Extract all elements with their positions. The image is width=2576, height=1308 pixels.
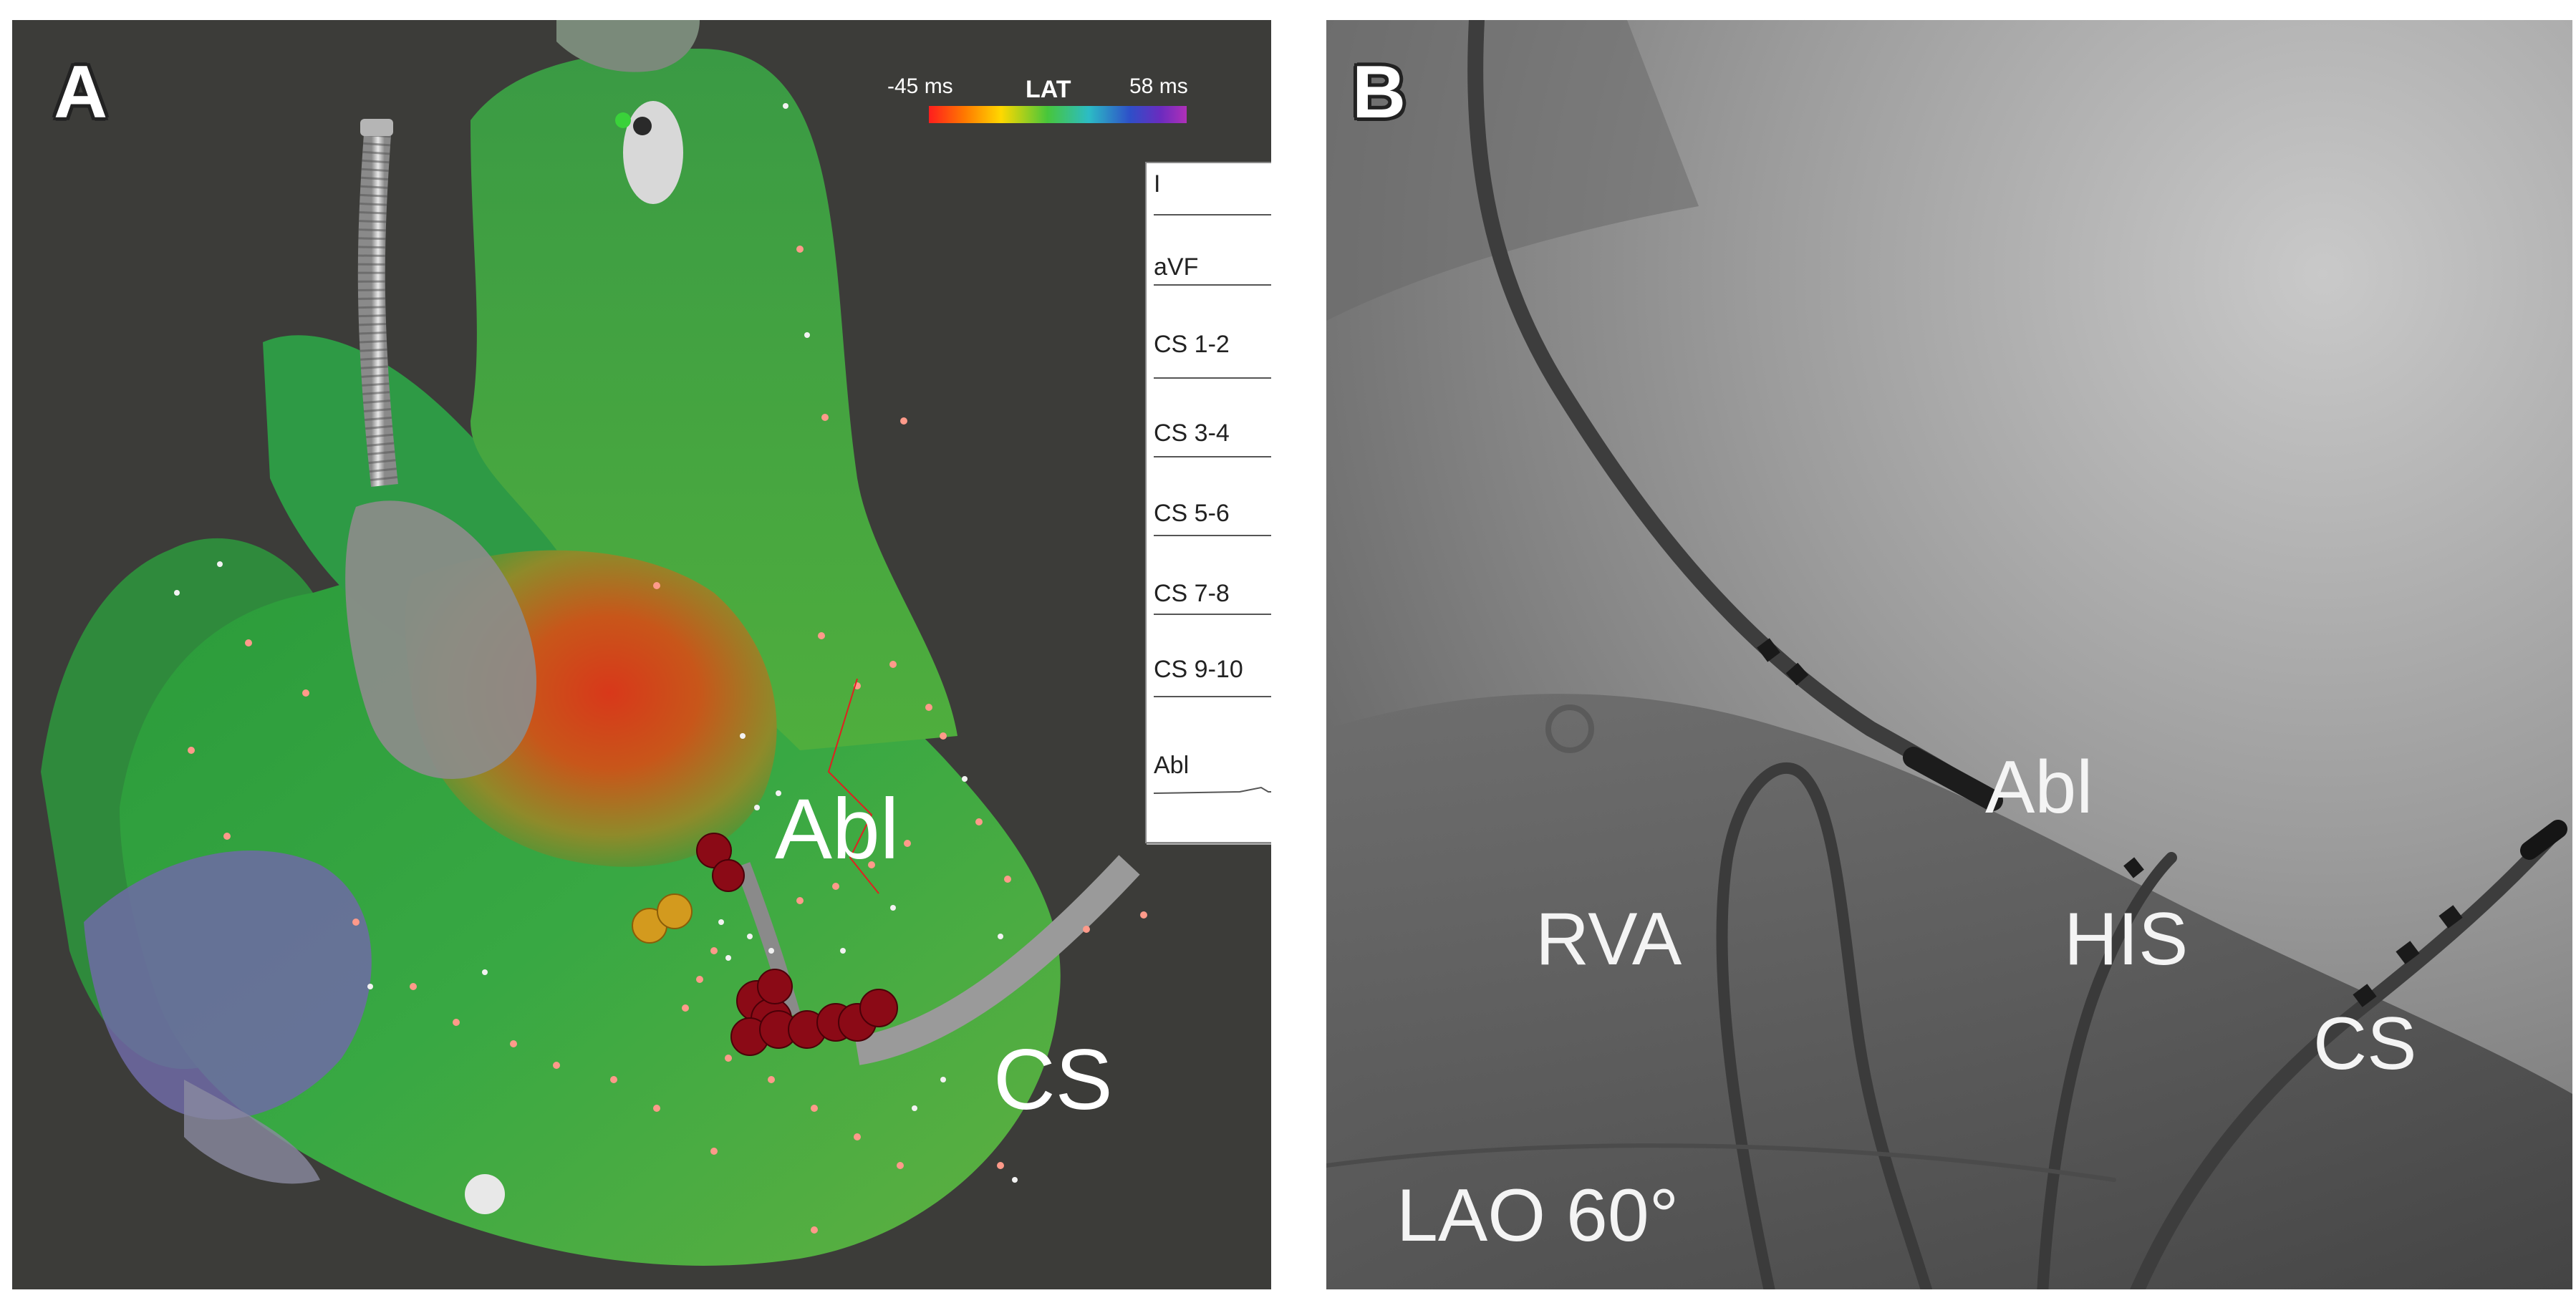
ecg-lead-label: CS 9-10 [1154, 656, 1243, 683]
ecg-trace-cs12 [1154, 377, 1271, 379]
ecg-lead-label: CS 7-8 [1154, 580, 1230, 607]
abl-label-map: Abl [775, 781, 899, 877]
cs-catheter-tip [2520, 820, 2567, 860]
rva-label: RVA [1535, 898, 1682, 981]
ecg-lead-label: Abl [1154, 752, 1190, 779]
cs-label-map: CS [993, 1032, 1113, 1128]
ring-artifact [1545, 704, 1594, 753]
his-catheter [2037, 852, 2177, 1289]
panel-b-fluoroscopy: B Abl RVA HIS CS LAO 60° [1326, 20, 2572, 1289]
ecg-trace-avf [1154, 284, 1271, 286]
late-activation-region [84, 850, 372, 1120]
ecg-lead-label: aVF [1154, 253, 1199, 281]
colorbar-max-label: 58 ms [1129, 74, 1188, 98]
view-angle-label: LAO 60° [1396, 1174, 1679, 1257]
ecg-trace-cs78 [1154, 614, 1271, 615]
panel-a-activation-map: A -45 ms LAT 58 ms Abl CS I aVF CS 1 [12, 20, 1271, 1289]
ecg-lead-label: CS 1-2 [1154, 331, 1230, 358]
cs-catheter [2130, 822, 2565, 1289]
ecg-traces [1153, 214, 1271, 794]
catheter-electrodes [1757, 638, 2463, 1007]
abl-label-fluoro: Abl [1985, 746, 2093, 829]
svc-top-grey [556, 20, 700, 72]
panel-b-letter: B [1352, 51, 1407, 134]
cs-catheter-tube [854, 855, 1140, 1065]
colorbar-gradient [929, 106, 1187, 123]
abl-catheter-tip [1903, 747, 2003, 811]
activation-map-graphic [41, 20, 1147, 1266]
ecg-lead-label: I [1154, 170, 1161, 198]
bottom-wire [1326, 1143, 2116, 1182]
grey-region-bottom [184, 1080, 320, 1184]
ecg-inset: I aVF CS 1-2 CS 3-4 CS 5-6 CS 7-8 CS 9-1… [1145, 162, 1271, 843]
ecg-lead-label: CS 5-6 [1154, 500, 1230, 527]
colorbar-min-label: -45 ms [887, 74, 953, 98]
ablation-lesions [696, 833, 898, 1056]
upper-shadow [1326, 20, 1699, 321]
cardiac-silhouette [1326, 694, 2572, 1289]
red-trajectory [827, 678, 879, 894]
ecg-trace-abl [1153, 786, 1271, 794]
mapping-points [188, 246, 1147, 1234]
his-label: HIS [2064, 898, 2189, 981]
svc-marker-green [615, 112, 631, 128]
cs-label-fluoro: CS [2313, 1002, 2417, 1085]
colorbar-title: LAT [1026, 76, 1071, 103]
ecg-lead-label: CS 3-4 [1154, 420, 1230, 447]
rva-catheter [1716, 762, 1933, 1289]
fluoroscopy-graphic [1326, 20, 2572, 1289]
mapping-points-white [174, 103, 1018, 1183]
ecg-trace-cs34 [1154, 456, 1271, 457]
ecg-trace-i [1154, 214, 1271, 215]
sheath-tip [360, 119, 393, 136]
sheath-catheter [357, 133, 398, 488]
svc-opening [623, 101, 683, 204]
panel-a-letter: A [54, 51, 108, 134]
his-markers [632, 893, 693, 944]
reference-sphere [465, 1174, 505, 1214]
svc-marker-dot [633, 117, 652, 135]
valve-structure [345, 500, 537, 779]
